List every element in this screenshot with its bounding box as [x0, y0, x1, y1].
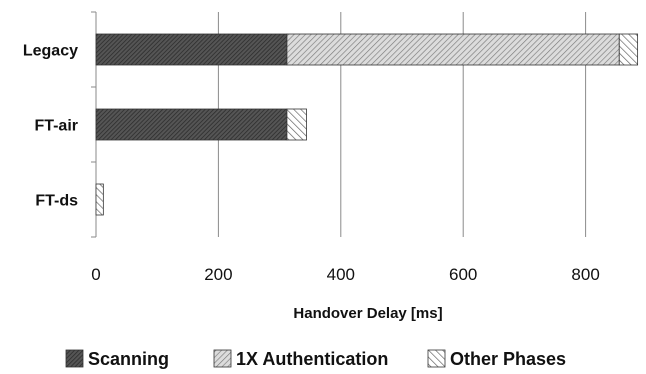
legend-swatch-other-phases — [427, 349, 446, 368]
legend-label-other-phases: Other Phases — [450, 349, 566, 369]
bar-legacy-other-phases — [618, 33, 639, 66]
legend-label-1x-authentication: 1X Authentication — [236, 349, 388, 369]
bar-ft-air-other-phases — [286, 108, 307, 141]
category-label-ft-ds: FT-ds — [35, 193, 78, 210]
bars — [95, 33, 639, 216]
legend-label-scanning: Scanning — [88, 349, 169, 369]
bar-ft-air-scanning — [95, 108, 288, 141]
x-tick-label-600: 600 — [449, 265, 477, 284]
x-tick-label-0: 0 — [91, 265, 100, 284]
x-tick-labels: 0 200 400 600 800 — [91, 265, 600, 284]
x-tick-label-200: 200 — [204, 265, 232, 284]
legend: Scanning 1X Authentication Other Phases — [65, 349, 566, 369]
category-label-legacy: Legacy — [23, 43, 78, 60]
bar-legacy-1x-authentication — [286, 33, 620, 66]
category-label-ft-air: FT-air — [34, 118, 78, 135]
legend-swatch-scanning — [65, 349, 84, 368]
legend-swatch-1x-authentication — [213, 349, 232, 368]
category-labels: Legacy FT-air FT-ds — [23, 43, 78, 210]
bar-legacy-scanning — [95, 33, 288, 66]
axes — [91, 11, 97, 238]
x-tick-label-400: 400 — [327, 265, 355, 284]
x-axis-title: Handover Delay [ms] — [293, 305, 442, 322]
bar-ft-ds-other-phases — [95, 183, 104, 216]
x-tick-label-800: 800 — [571, 265, 599, 284]
